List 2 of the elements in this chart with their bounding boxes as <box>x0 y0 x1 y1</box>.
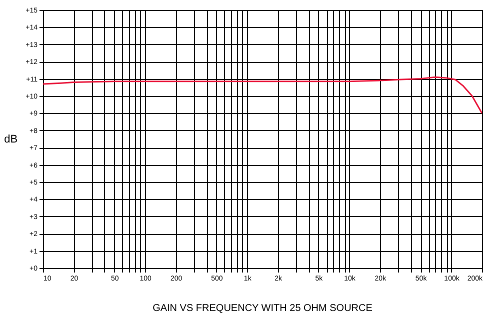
y-axis-title: dB <box>4 134 18 146</box>
text: GAIN VS FREQUENCY WITH 25 OHM SOURCE <box>152 303 373 314</box>
